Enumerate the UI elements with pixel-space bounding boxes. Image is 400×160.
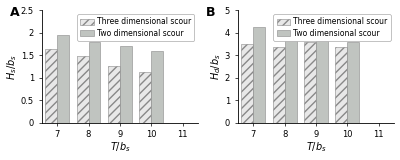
- Bar: [336, 47, 348, 123]
- Bar: [108, 66, 120, 123]
- Legend: Three dimensional scour, Two dimensional scour: Three dimensional scour, Two dimensional…: [77, 14, 194, 41]
- Bar: [316, 37, 328, 123]
- Legend: Three dimensional scour, Two dimensional scour: Three dimensional scour, Two dimensional…: [274, 14, 391, 41]
- Text: A: A: [10, 6, 20, 19]
- Bar: [120, 46, 132, 123]
- Bar: [45, 49, 57, 123]
- Bar: [77, 56, 88, 123]
- Bar: [253, 27, 265, 123]
- Bar: [139, 72, 151, 123]
- Y-axis label: $H_d/b_s$: $H_d/b_s$: [210, 53, 223, 80]
- Bar: [348, 42, 359, 123]
- Bar: [241, 44, 253, 123]
- Bar: [273, 48, 285, 123]
- Bar: [304, 42, 316, 123]
- Y-axis label: $H_s/b_s$: $H_s/b_s$: [6, 54, 19, 80]
- Text: B: B: [206, 6, 216, 19]
- Bar: [57, 35, 69, 123]
- X-axis label: $T/b_s$: $T/b_s$: [110, 141, 130, 154]
- Bar: [285, 33, 296, 123]
- Bar: [151, 51, 163, 123]
- X-axis label: $T/b_s$: $T/b_s$: [306, 141, 326, 154]
- Bar: [88, 42, 100, 123]
